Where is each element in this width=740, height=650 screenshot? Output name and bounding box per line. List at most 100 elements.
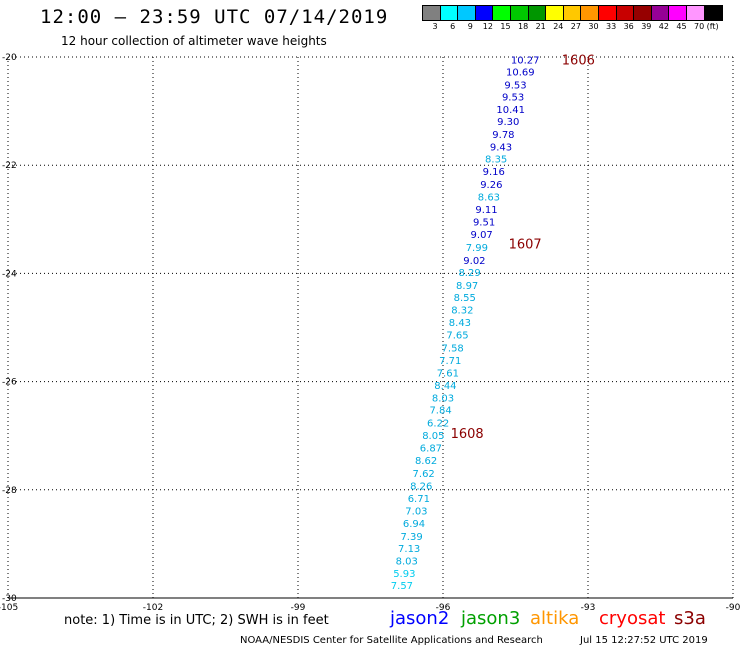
legend-label: 18 [518,22,529,31]
legend-swatch [651,6,670,20]
lon-tick-label: -96 [436,603,451,613]
wave-height-value: 9.43 [490,142,512,153]
legend-label: 12 [482,22,493,31]
map-subtitle: 12 hour collection of altimeter wave hei… [61,34,327,48]
legend-label: 70 [694,22,705,31]
legend-label: 45 [676,22,687,31]
satellite-altika: altika [530,608,580,629]
legend-label: 27 [570,22,581,31]
wave-height-value: 9.02 [463,256,485,267]
legend-swatch [510,6,529,20]
wave-height-value: 8.43 [449,318,471,329]
wave-height-value: 8.35 [485,155,507,166]
legend-swatch [669,6,687,20]
legend-swatch [598,6,617,20]
lat-tick-label: -30 [2,594,17,604]
legend-label: 42 [658,22,669,31]
lat-tick-label: -28 [2,486,17,496]
legend-label: 24 [553,22,564,31]
lon-tick-label: -93 [581,603,596,613]
wave-height-value: 8.55 [454,293,476,304]
lon-tick-label: -102 [143,603,163,613]
wave-height-value: 9.26 [480,180,502,191]
wave-height-value: 7.58 [442,344,464,355]
wave-height-value: 9.30 [497,117,519,128]
wave-height-value: 7.62 [413,469,435,480]
legend-swatch [423,6,441,20]
legend-label: 33 [606,22,617,31]
wave-height-value: 7.61 [437,368,459,379]
legend-swatch [563,6,582,20]
wave-height-value: 9.07 [471,230,493,241]
pass-number-label: 1606 [562,54,595,69]
satellite-jason3: jason3 [461,608,521,629]
wave-height-value: 8.03 [432,393,454,404]
wave-height-value: 9.53 [502,92,524,103]
legend-swatch [528,6,547,20]
legend-color-bar [422,5,724,21]
satellite-cryosat: cryosat [599,608,666,629]
wave-height-value: 7.03 [405,506,427,517]
pass-number-label: 1608 [451,427,484,442]
wave-height-value: 7.57 [391,581,413,592]
wave-height-legend: 3 6 9 12 15 18 21 24 27 30 33 36 39 42 45 70 (ft) [422,5,724,33]
legend-swatch [493,6,511,20]
wave-height-value: 8.97 [456,281,478,292]
wave-height-value: 5.93 [393,569,415,580]
lon-tick-label: -90 [726,603,740,613]
wave-height-value: 7.39 [400,532,422,543]
wave-height-value: 6.22 [427,419,449,430]
wave-height-value: 6.71 [408,494,430,505]
legend-swatch [634,6,652,20]
satellite-s3a: s3a [674,608,706,629]
wave-height-value: 9.11 [475,205,497,216]
legend-label: (ft) [706,22,719,31]
wave-height-value: 10.41 [496,105,525,116]
legend-swatch [475,6,494,20]
wave-height-value: 8.05 [422,431,444,442]
wave-height-value: 10.27 [511,56,540,67]
lat-tick-label: -22 [2,161,17,171]
wave-height-value: 7.13 [398,544,420,555]
legend-label: 36 [623,22,634,31]
generated-timestamp: Jul 15 12:27:52 UTC 2019 [580,635,708,646]
legend-label: 21 [535,22,546,31]
lat-tick-label: -24 [2,269,17,279]
legend-labels: 3 6 9 12 15 18 21 24 27 30 33 36 39 42 45 70 (ft) [422,21,723,33]
wave-height-value: 8.62 [415,456,437,467]
satellite-jason2: jason2 [390,608,450,629]
wave-height-value: 9.16 [483,167,505,178]
wave-height-value: 8.32 [451,306,473,317]
wave-height-value: 8.63 [478,193,500,204]
wave-height-value: 9.51 [473,217,495,228]
pass-number-label: 1607 [509,238,542,253]
wave-height-value: 7.84 [429,406,451,417]
legend-label: 39 [641,22,652,31]
wave-height-value: 9.53 [504,81,526,92]
wave-height-value: 8.26 [410,481,432,492]
wave-height-value: 7.71 [439,356,461,367]
wave-height-value: 7.99 [466,243,488,254]
legend-swatch [546,6,564,20]
wave-height-value: 10.69 [506,68,535,79]
wave-height-value: 8.44 [434,381,456,392]
legend-swatch [458,6,476,20]
wave-height-value: 6.94 [403,519,425,530]
wave-height-value: 6.87 [420,444,442,455]
legend-label: 15 [500,22,511,31]
lat-tick-label: -20 [2,53,17,63]
wave-height-value: 9.78 [492,130,514,141]
wave-height-value: 8.03 [396,557,418,568]
legend-label: 30 [588,22,599,31]
credit-line: NOAA/NESDIS Center for Satellite Applica… [240,635,543,646]
legend-label: 3 [432,22,438,31]
legend-swatch [581,6,599,20]
map-title: 12:00 – 23:59 UTC 07/14/2019 [40,6,389,28]
lat-tick-label: -26 [2,378,17,388]
wave-height-value: 7.65 [446,331,468,342]
legend-swatch [686,6,705,20]
lon-tick-label: -105 [0,603,18,613]
legend-swatch [616,6,635,20]
wave-height-value: 8.29 [458,268,480,279]
footer-note: note: 1) Time is in UTC; 2) SWH is in fe… [64,613,329,628]
